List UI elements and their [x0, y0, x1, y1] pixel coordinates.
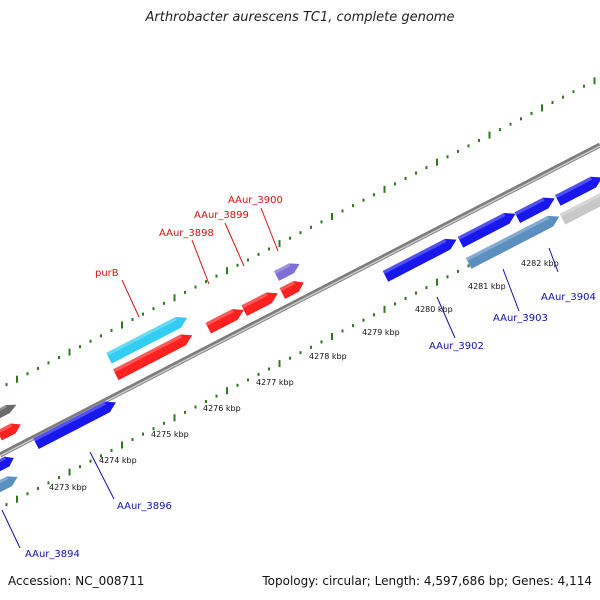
kbp-label: 4274 kbp — [99, 456, 137, 465]
gene-label-AAur_3903[interactable]: AAur_3903 — [493, 313, 548, 324]
gene-label-AAur_3900[interactable]: AAur_3900 — [228, 195, 283, 206]
gene-label-AAur_3902[interactable]: AAur_3902 — [429, 341, 484, 352]
gene-arrow-AAur_3902[interactable] — [382, 234, 460, 282]
leader-line-AAur_3900 — [260, 207, 279, 252]
gene-arrow-AAur_3900-red-body — [279, 281, 304, 299]
gene-arrow-AAur_3900-red-shine — [279, 281, 295, 292]
gene-arrow-steel-left[interactable] — [0, 472, 20, 494]
kbp-label: 4278 kbp — [309, 352, 347, 361]
gene-arrow-AAur_3900-shine — [273, 263, 291, 274]
gene-label-AAur_3898[interactable]: AAur_3898 — [159, 228, 214, 239]
gene-arrow-AAur_3897[interactable] — [113, 330, 195, 381]
gene-arrow-AAur_3904-body — [559, 190, 600, 225]
gene-label-AAur_3896[interactable]: AAur_3896 — [117, 501, 172, 512]
gene-arrow-right-edge[interactable] — [555, 172, 600, 206]
leader-line-AAur_3898 — [191, 239, 210, 285]
inner-tick-track — [5, 197, 596, 507]
gene-label-AAur_3904[interactable]: AAur_3904 — [541, 292, 596, 303]
gene-arrow-AAur_3896-body — [33, 401, 116, 449]
gene-arrow-AAur_3904-shine — [559, 190, 600, 217]
gene-arrow-AAur_3900-red[interactable] — [279, 277, 307, 299]
kbp-label: 4275 kbp — [151, 430, 189, 439]
leader-line-AAur_3904 — [548, 247, 559, 273]
leader-line-AAur_3894 — [1, 509, 21, 549]
leader-line-AAur_3896 — [89, 451, 115, 500]
gene-arrow-AAur_3898[interactable] — [205, 304, 246, 334]
gene-arrow-AAur_3896-shine — [33, 401, 106, 442]
leader-line-AAur_3902 — [436, 296, 456, 339]
gene-label-purB[interactable]: purB — [95, 268, 119, 279]
kbp-scale: 4273 kbp 4274 kbp 4275 kbp 4276 kbp 4277 kbp… — [49, 259, 559, 492]
gene-arrow-blue-left-shine — [0, 456, 6, 466]
gene-arrow-AAur_3898-body — [205, 309, 244, 334]
leader-line-AAur_3903 — [502, 268, 520, 312]
genome-summary: Topology: circular; Length: 4,597,686 bp… — [262, 574, 592, 588]
genome-backbone — [0, 142, 600, 458]
gene-features — [0, 172, 600, 494]
gene-arrow-AAur_3899-shine — [241, 292, 268, 309]
gene-label-AAur_3894[interactable]: AAur_3894 — [25, 549, 80, 560]
gene-arrow-red-left-shine — [0, 423, 13, 434]
gene-arrow-purB[interactable] — [106, 312, 190, 364]
gene-arrow-blue-left[interactable] — [0, 453, 16, 473]
gene-arrow-grey-left-shine — [0, 405, 7, 416]
gene-arrow-steel-left-body — [0, 476, 18, 494]
gene-arrow-AAur_3896[interactable] — [33, 397, 118, 449]
gene-arrow-right-edge-body — [555, 176, 600, 206]
gene-arrow-AAur_3902-shine — [382, 238, 447, 275]
gene-arrow-AAur_3903[interactable] — [465, 211, 562, 269]
gene-arrow-grey-left[interactable] — [0, 401, 19, 422]
gene-arrow-AAur_3897-body — [113, 334, 193, 381]
gene-arrow-grey-left-body — [0, 404, 17, 422]
gene-arrow-AAur_3901-shine — [457, 213, 506, 240]
gene-arrow-AAur_3903-upper-shine — [514, 197, 545, 216]
gene-arrow-AAur_3899[interactable] — [241, 288, 280, 317]
gene-arrow-AAur_3904[interactable] — [559, 185, 600, 225]
gene-arrow-AAur_3901-body — [457, 213, 516, 248]
gene-arrow-red-left-body — [0, 423, 21, 441]
gene-arrow-AAur_3898-shine — [205, 309, 234, 326]
kbp-label: 4277 kbp — [256, 378, 294, 387]
kbp-label: 4280 kbp — [415, 305, 453, 314]
kbp-label: 4273 kbp — [49, 483, 87, 492]
gene-arrow-AAur_3903-body — [465, 215, 560, 269]
gene-arrow-blue-left-body — [0, 456, 14, 473]
gene-arrow-AAur_3900[interactable] — [273, 259, 302, 281]
gene-arrow-red-left[interactable] — [0, 420, 23, 441]
gene-arrow-right-edge-shine — [555, 176, 593, 199]
gene-arrow-AAur_3903-upper-body — [514, 197, 555, 223]
gene-arrow-purB-shine — [106, 317, 177, 356]
kbp-label: 4281 kbp — [468, 282, 506, 291]
gene-arrow-AAur_3897-shine — [113, 334, 183, 373]
gene-arrow-purB-body — [106, 317, 188, 364]
gene-arrow-AAur_3902-body — [382, 238, 457, 282]
gene-arrow-AAur_3900-body — [273, 263, 300, 281]
accession-label: Accession: NC_008711 — [8, 574, 145, 588]
outer-tick-track — [5, 77, 596, 387]
kbp-label: 4282 kbp — [521, 259, 559, 268]
gene-arrow-AAur_3899-body — [241, 292, 278, 317]
page-title: Arthrobacter aurescens TC1, complete gen… — [145, 10, 455, 25]
gene-arrow-steel-left-shine — [0, 476, 9, 487]
gene-arrow-AAur_3901[interactable] — [457, 208, 519, 248]
leader-line-AAur_3899 — [224, 222, 245, 267]
gene-label-AAur_3899[interactable]: AAur_3899 — [194, 210, 249, 221]
kbp-label: 4276 kbp — [203, 404, 241, 413]
leader-line-purB — [121, 279, 140, 318]
gene-arrow-AAur_3903-shine — [465, 215, 550, 262]
gene-labels: purB AAur_3898 AAur_3899 AAur_3900 AAur_… — [1, 195, 596, 560]
kbp-label: 4279 kbp — [362, 328, 400, 337]
gene-arrow-AAur_3903-upper[interactable] — [514, 193, 558, 223]
